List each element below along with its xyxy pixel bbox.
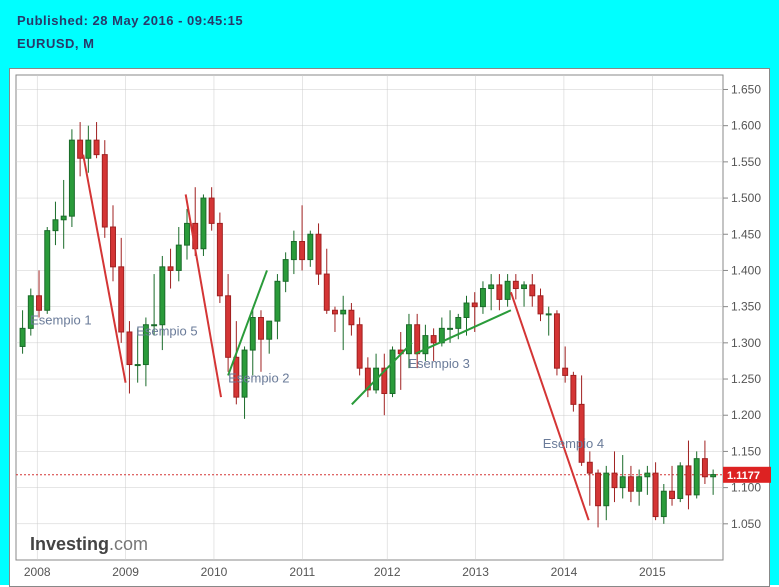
svg-text:2011: 2011 (289, 565, 315, 579)
svg-text:1.650: 1.650 (731, 82, 761, 96)
svg-text:Esempio 1: Esempio 1 (30, 313, 91, 328)
svg-text:1.300: 1.300 (731, 336, 761, 350)
svg-text:2009: 2009 (112, 565, 139, 579)
header-line2: EURUSD, M (17, 36, 762, 51)
chart-header: Published: 28 May 2016 - 09:45:15 EURUSD… (3, 3, 776, 68)
svg-text:1.550: 1.550 (731, 155, 761, 169)
svg-text:1.450: 1.450 (731, 227, 761, 241)
svg-text:1.050: 1.050 (731, 517, 761, 531)
svg-text:Esempio 3: Esempio 3 (408, 356, 469, 371)
svg-text:Esempio 4: Esempio 4 (543, 436, 604, 451)
candlestick-chart: 1.0501.1001.1501.2001.2501.3001.3501.400… (10, 69, 773, 584)
svg-text:1.250: 1.250 (731, 372, 761, 386)
chart-area[interactable]: 1.0501.1001.1501.2001.2501.3001.3501.400… (9, 68, 770, 587)
svg-text:Esempio 2: Esempio 2 (228, 371, 289, 386)
svg-text:2014: 2014 (551, 565, 578, 579)
svg-text:2008: 2008 (24, 565, 51, 579)
header-line1: Published: 28 May 2016 - 09:45:15 (17, 13, 762, 28)
svg-text:1.350: 1.350 (731, 300, 761, 314)
svg-text:1.1177: 1.1177 (727, 470, 760, 482)
chart-window: Published: 28 May 2016 - 09:45:15 EURUSD… (0, 0, 779, 585)
svg-text:1.500: 1.500 (731, 191, 761, 205)
svg-text:1.200: 1.200 (731, 408, 761, 422)
svg-text:2015: 2015 (639, 565, 666, 579)
svg-text:1.600: 1.600 (731, 119, 761, 133)
svg-text:1.400: 1.400 (731, 263, 761, 277)
svg-text:2012: 2012 (374, 565, 401, 579)
svg-text:2013: 2013 (462, 565, 489, 579)
svg-text:Investing.com: Investing.com (30, 534, 148, 554)
svg-text:1.150: 1.150 (731, 444, 761, 458)
svg-text:2010: 2010 (201, 565, 228, 579)
svg-text:Esempio 5: Esempio 5 (136, 324, 197, 339)
